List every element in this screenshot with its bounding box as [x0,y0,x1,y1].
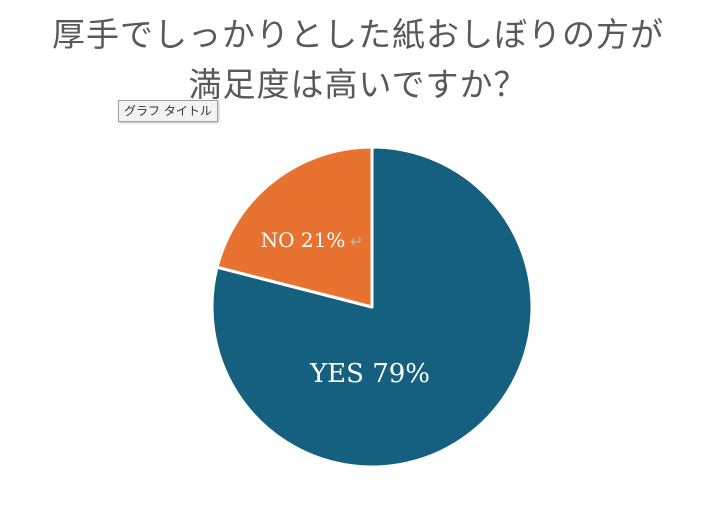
data-label-no: NO 21% [261,228,346,252]
chart-title-line-1: 厚手でしっかりとした紙おしぼりの方が [52,15,664,54]
chart-title: 厚手でしっかりとした紙おしぼりの方が 満足度は高いですか？ [0,10,716,110]
chart-title-tooltip: グラフ タイトル [118,100,218,122]
chart-title-line-2: 満足度は高いですか？ [188,65,528,104]
pie-slice-no[interactable] [215,145,374,309]
paragraph-return-icon: ↵ [350,232,363,251]
data-label-yes: YES 79% [309,359,430,389]
